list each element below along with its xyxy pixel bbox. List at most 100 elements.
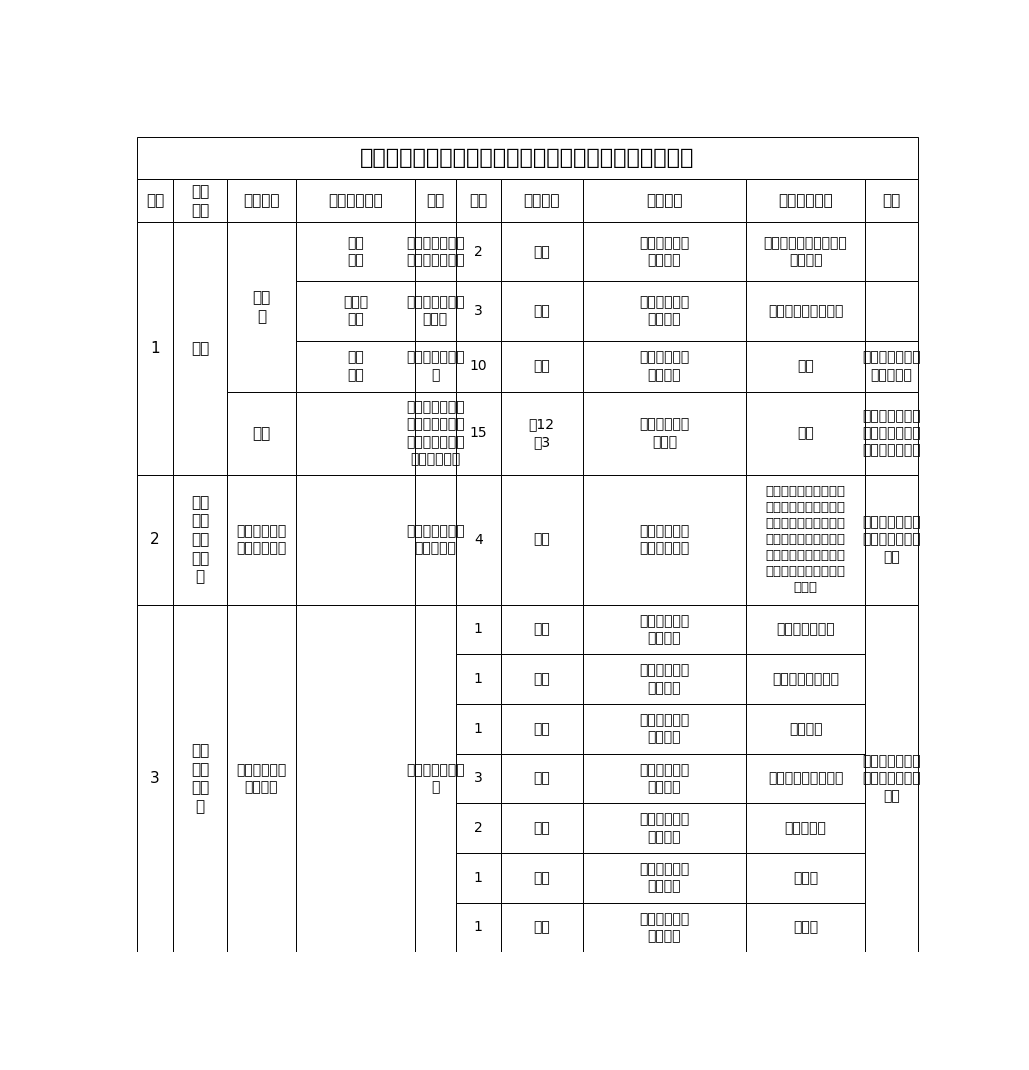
Bar — [296, 605, 415, 952]
Bar — [582, 605, 746, 655]
Text: 中国语言文学类: 中国语言文学类 — [776, 623, 835, 637]
Text: 1: 1 — [473, 722, 483, 736]
Text: 不限: 不限 — [533, 245, 551, 259]
Bar — [865, 180, 918, 223]
Text: 其他资格条件: 其他资格条件 — [778, 194, 833, 209]
Text: 1: 1 — [473, 871, 483, 885]
Bar — [137, 180, 174, 223]
Text: 不限: 不限 — [533, 821, 551, 836]
Text: 不限: 不限 — [533, 920, 551, 934]
Bar — [415, 180, 456, 223]
Bar — [137, 475, 174, 605]
Bar — [501, 903, 582, 952]
Bar — [456, 704, 501, 753]
Bar — [296, 281, 415, 340]
Text: 全日制大学本
科及以上: 全日制大学本 科及以上 — [639, 236, 689, 268]
Text: 序号: 序号 — [146, 194, 165, 209]
Text: 全日制大学本
科及以上: 全日制大学本 科及以上 — [639, 295, 689, 326]
Text: 参与刑事执行、
民事执行、采取
强制措施和处置
各类突发事件: 参与刑事执行、 民事执行、采取 强制措施和处置 各类突发事件 — [406, 400, 465, 467]
Text: 建筑类、城乡规划类: 建筑类、城乡规划类 — [768, 771, 844, 785]
Bar — [582, 903, 746, 952]
Text: 不动产登记分
中心工作岗位: 不动产登记分 中心工作岗位 — [237, 524, 286, 555]
Text: 不限: 不限 — [533, 672, 551, 686]
Bar — [582, 704, 746, 753]
Text: 不限: 不限 — [533, 623, 551, 637]
Text: 全日制大学本
科及以上: 全日制大学本 科及以上 — [639, 763, 689, 794]
Text: 文秘
岗位: 文秘 岗位 — [347, 236, 364, 268]
Bar — [582, 753, 746, 804]
Text: 全日制大学本
科及以上: 全日制大学本 科及以上 — [639, 812, 689, 844]
Bar — [746, 340, 865, 392]
Bar — [746, 605, 865, 655]
Text: 2: 2 — [474, 245, 483, 259]
Bar — [582, 655, 746, 704]
Bar — [501, 655, 582, 704]
Text: 普通
岗位: 普通 岗位 — [347, 351, 364, 382]
Text: 从事信息化建设
等工作: 从事信息化建设 等工作 — [406, 295, 465, 326]
Text: 全日制大学本
科及以上: 全日制大学本 科及以上 — [639, 614, 689, 645]
Bar — [501, 475, 582, 605]
Text: 2: 2 — [150, 532, 159, 547]
Bar — [415, 281, 456, 340]
Bar — [226, 223, 296, 392]
Text: 从事不动产业务
办理等工作: 从事不动产业务 办理等工作 — [406, 524, 465, 555]
Text: 法院: 法院 — [191, 341, 209, 356]
Text: 不限: 不限 — [533, 871, 551, 885]
Text: 报考
单位: 报考 单位 — [191, 184, 209, 217]
Bar — [746, 223, 865, 281]
Bar — [746, 180, 865, 223]
Bar — [415, 223, 456, 281]
Text: 秘书学、汉语言文学及
相关专业: 秘书学、汉语言文学及 相关专业 — [764, 236, 848, 268]
Bar — [746, 704, 865, 753]
Text: 不限: 不限 — [533, 771, 551, 785]
Bar — [582, 475, 746, 605]
Text: 从事文秘写作、
综合材料等工作: 从事文秘写作、 综合材料等工作 — [406, 236, 465, 268]
Bar — [746, 903, 865, 952]
Bar — [865, 605, 918, 952]
Bar — [501, 605, 582, 655]
Bar — [501, 704, 582, 753]
Bar — [296, 180, 415, 223]
Text: 不限: 不限 — [533, 304, 551, 318]
Text: 临沂经济技术开发区公开招聘劳务派遣工作人员岗位计划: 临沂经济技术开发区公开招聘劳务派遣工作人员岗位计划 — [360, 148, 695, 168]
Bar — [296, 475, 415, 605]
Bar — [415, 475, 456, 605]
Text: 1: 1 — [473, 672, 483, 686]
Text: 全日制大学本
科及以上: 全日制大学本 科及以上 — [639, 912, 689, 943]
Text: 行政审批服务
窗口岗位: 行政审批服务 窗口岗位 — [237, 763, 286, 794]
Bar — [582, 180, 746, 223]
Text: 以专科报考的：测绘地
理信息技术、地理信息
科学、国土测绘与规划
、城乡规划、土地管理
以本科报考的：城乡规
划、地理国情监测、测
绘工程: 以专科报考的：测绘地 理信息技术、地理信息 科学、国土测绘与规划 、城乡规划、土… — [766, 485, 846, 594]
Text: 全日制大学本
科及以上: 全日制大学本 科及以上 — [639, 862, 689, 893]
Text: 岗位工作描述: 岗位工作描述 — [328, 194, 383, 209]
Text: 1: 1 — [473, 920, 483, 934]
Bar — [746, 655, 865, 704]
Bar — [226, 475, 296, 605]
Bar — [174, 605, 226, 952]
Bar — [501, 392, 582, 475]
Bar — [137, 223, 174, 475]
Bar — [456, 392, 501, 475]
Bar — [746, 753, 865, 804]
Text: 3: 3 — [150, 771, 159, 786]
Bar — [415, 340, 456, 392]
Bar — [746, 281, 865, 340]
Bar — [501, 753, 582, 804]
Bar — [456, 655, 501, 704]
Bar — [501, 340, 582, 392]
Bar — [746, 392, 865, 475]
Bar — [456, 605, 501, 655]
Bar — [501, 180, 582, 223]
Bar — [174, 475, 226, 605]
Text: 2: 2 — [474, 821, 483, 836]
Bar — [415, 605, 456, 952]
Bar — [865, 223, 918, 281]
Bar — [456, 281, 501, 340]
Bar — [226, 392, 296, 475]
Bar — [456, 340, 501, 392]
Text: 不限: 不限 — [797, 426, 814, 440]
Bar — [456, 903, 501, 952]
Bar — [456, 223, 501, 281]
Text: 专业要求: 专业要求 — [646, 194, 682, 209]
Text: 同等条件下具有
相关工作经验者
优先: 同等条件下具有 相关工作经验者 优先 — [862, 754, 921, 802]
Text: 备注: 备注 — [883, 194, 900, 209]
